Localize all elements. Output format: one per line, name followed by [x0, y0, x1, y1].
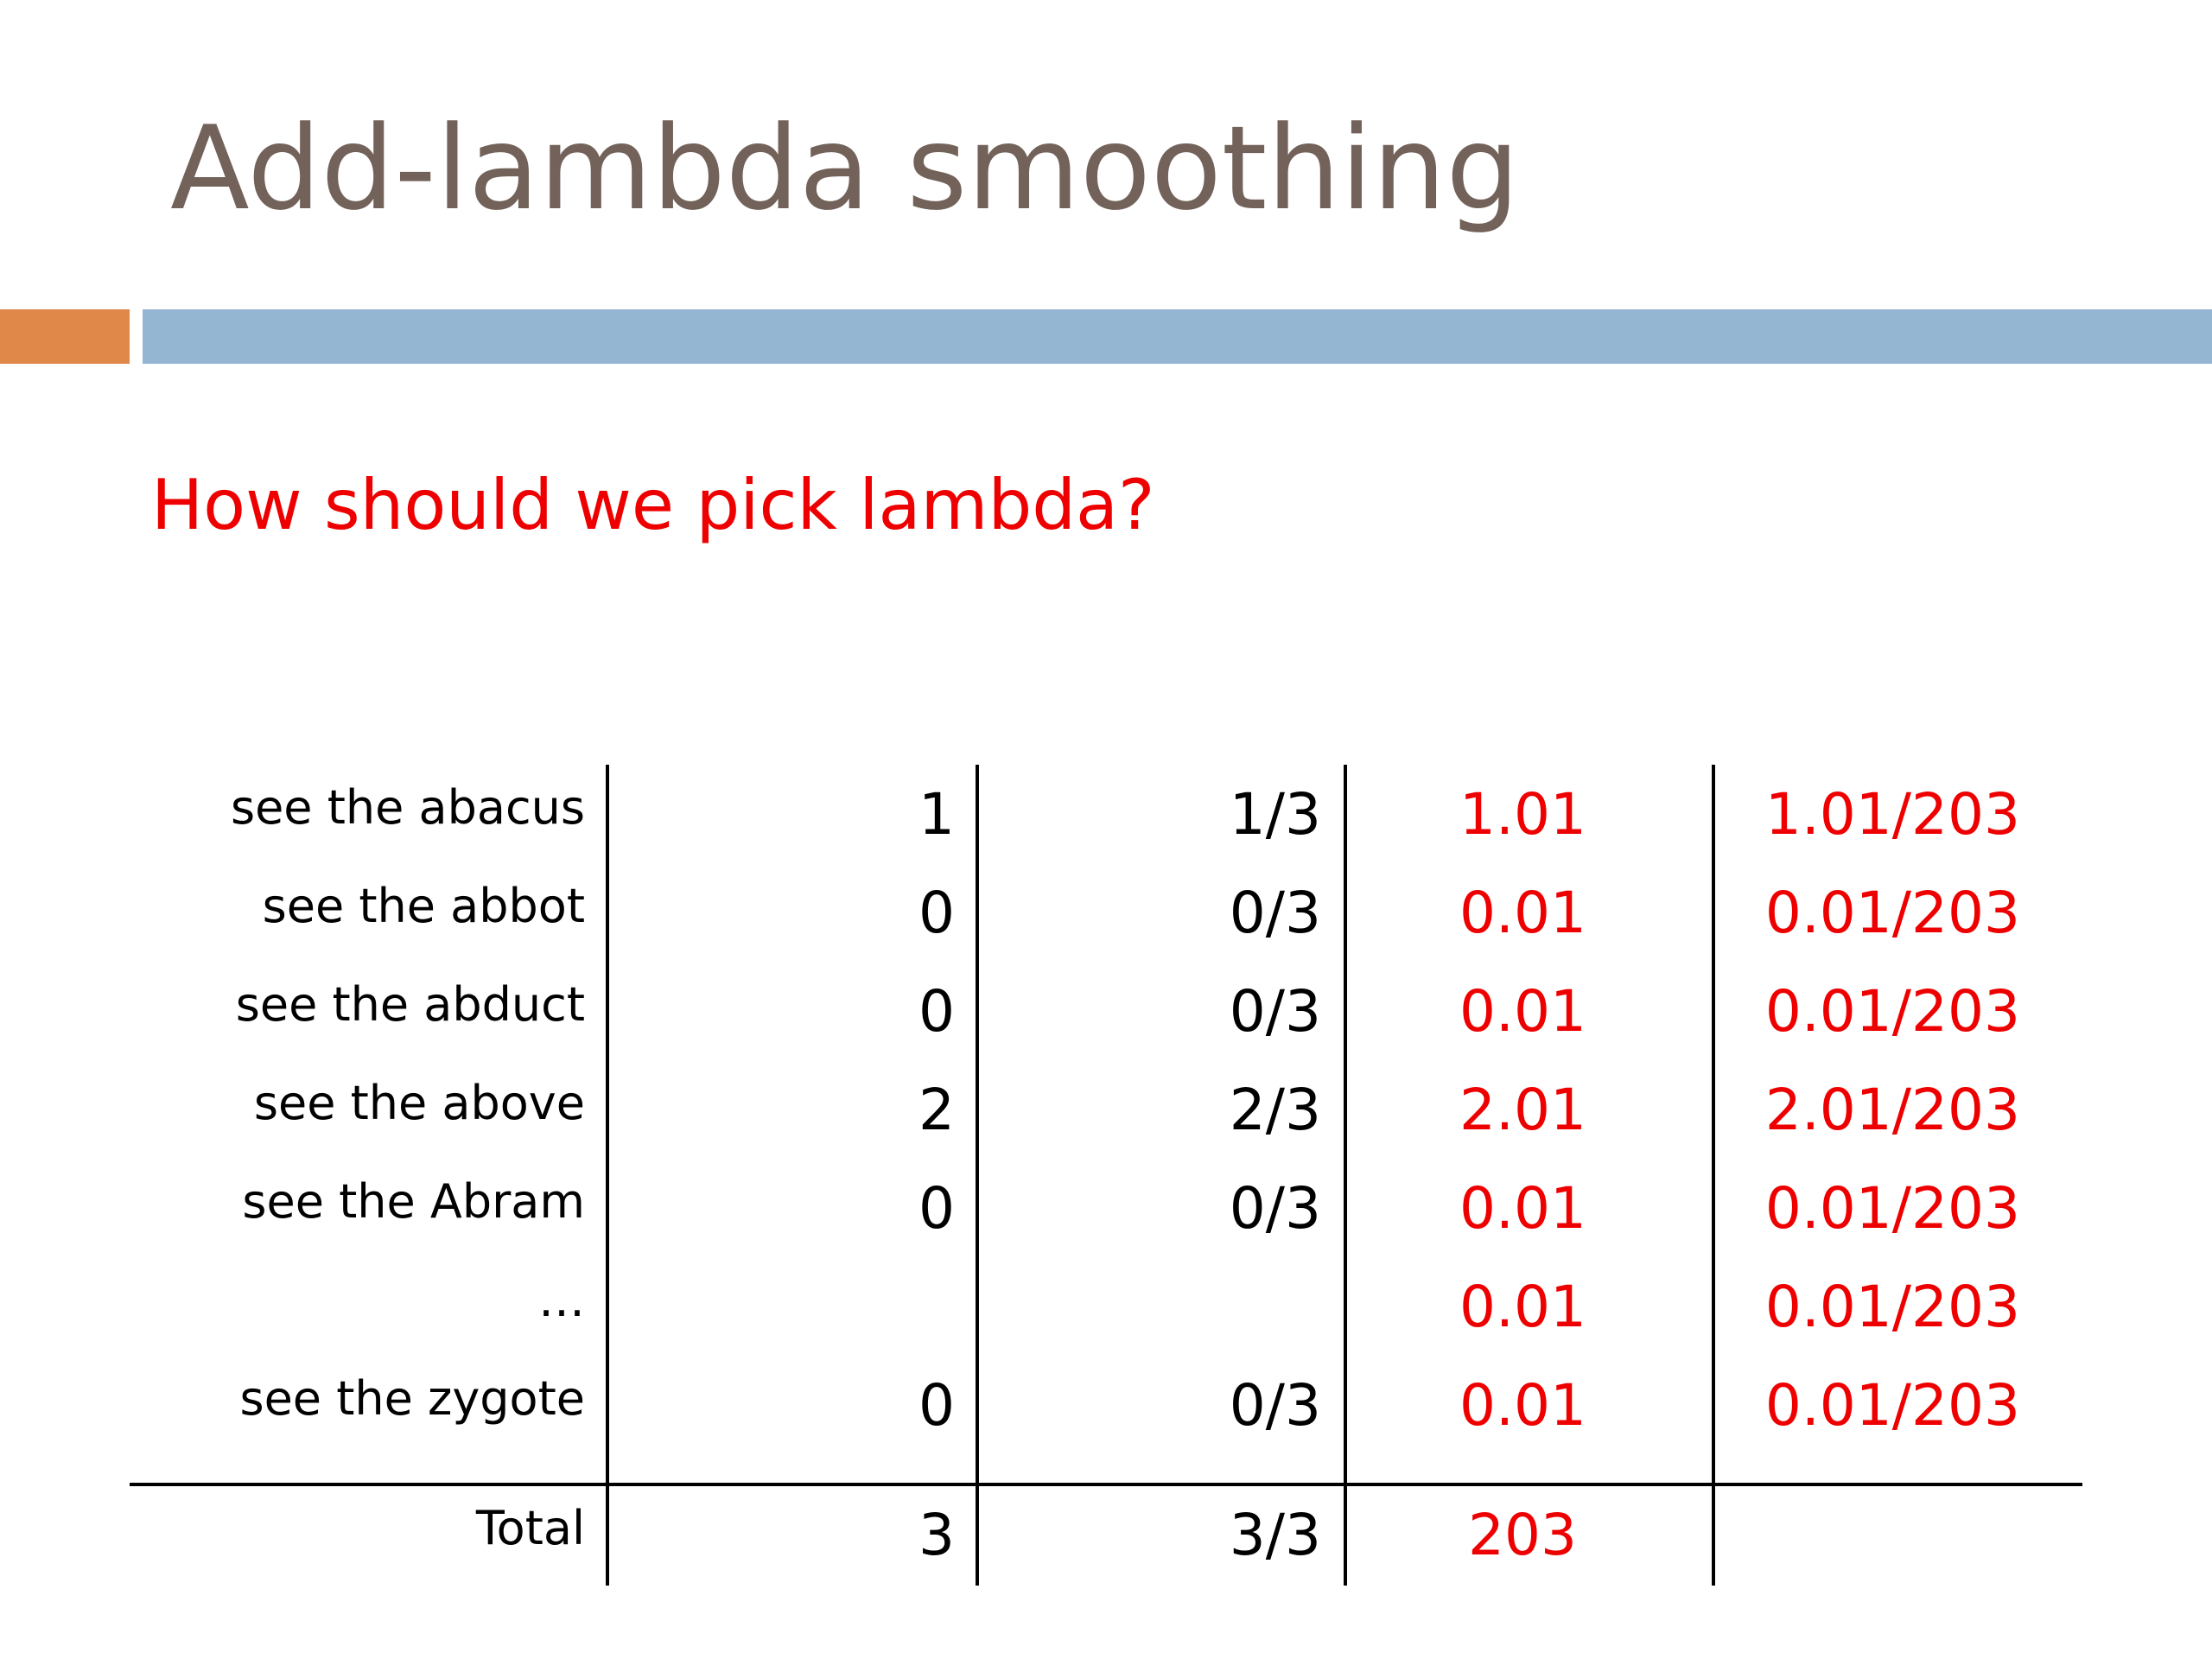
smoothed-count-cell: 0.01: [1459, 880, 1586, 946]
total-smoothed-count: 203: [1468, 1502, 1577, 1568]
slide-title: Add-lambda smoothing: [170, 101, 1520, 236]
slide-subtitle: How should we pick lambda?: [151, 465, 1155, 545]
prob-cell: 0/3: [1229, 1372, 1321, 1439]
count-cell: 1: [918, 781, 955, 848]
count-cell: 2: [918, 1077, 955, 1143]
total-divider: [130, 1483, 2082, 1486]
smoothed-prob-cell: 0.01/203: [1764, 1175, 2020, 1242]
smoothed-count-cell: 0.01: [1459, 1175, 1586, 1242]
column-divider: [1344, 765, 1347, 1586]
prob-cell: 1/3: [1229, 781, 1321, 848]
smoothed-prob-cell: 0.01/203: [1764, 978, 2020, 1045]
phrase-cell: see the abbot: [262, 879, 585, 933]
smoothed-count-cell: 0.01: [1459, 978, 1586, 1045]
count-cell: 0: [918, 1175, 955, 1242]
count-cell: 0: [918, 880, 955, 946]
total-prob: 3/3: [1229, 1502, 1321, 1568]
total-label: Total: [475, 1501, 585, 1555]
accent-bar-blue: [143, 309, 2212, 364]
phrase-cell: see the zygote: [239, 1371, 585, 1426]
phrase-cell: …: [538, 1273, 585, 1327]
phrase-cell: see the abduct: [235, 977, 585, 1032]
column-divider: [1712, 765, 1715, 1586]
smoothed-count-cell: 1.01: [1459, 781, 1586, 848]
smoothed-prob-cell: 2.01/203: [1764, 1077, 2020, 1143]
smoothed-prob-cell: 0.01/203: [1764, 1274, 2020, 1340]
count-cell: 0: [918, 978, 955, 1045]
prob-cell: 0/3: [1229, 1175, 1321, 1242]
phrase-cell: see the abacus: [230, 780, 585, 835]
smoothed-prob-cell: 1.01/203: [1764, 781, 2020, 848]
total-count: 3: [918, 1502, 955, 1568]
smoothed-prob-cell: 0.01/203: [1764, 880, 2020, 946]
column-divider: [976, 765, 979, 1586]
prob-cell: 2/3: [1229, 1077, 1321, 1143]
prob-cell: 0/3: [1229, 880, 1321, 946]
prob-cell: 0/3: [1229, 978, 1321, 1045]
smoothed-prob-cell: 0.01/203: [1764, 1372, 2020, 1439]
smoothed-count-cell: 2.01: [1459, 1077, 1586, 1143]
count-cell: 0: [918, 1372, 955, 1439]
phrase-cell: see the above: [253, 1076, 585, 1130]
phrase-cell: see the Abram: [242, 1174, 585, 1229]
accent-bar-orange: [0, 309, 130, 364]
column-divider: [606, 765, 609, 1586]
smoothed-count-cell: 0.01: [1459, 1274, 1586, 1340]
smoothed-count-cell: 0.01: [1459, 1372, 1586, 1439]
